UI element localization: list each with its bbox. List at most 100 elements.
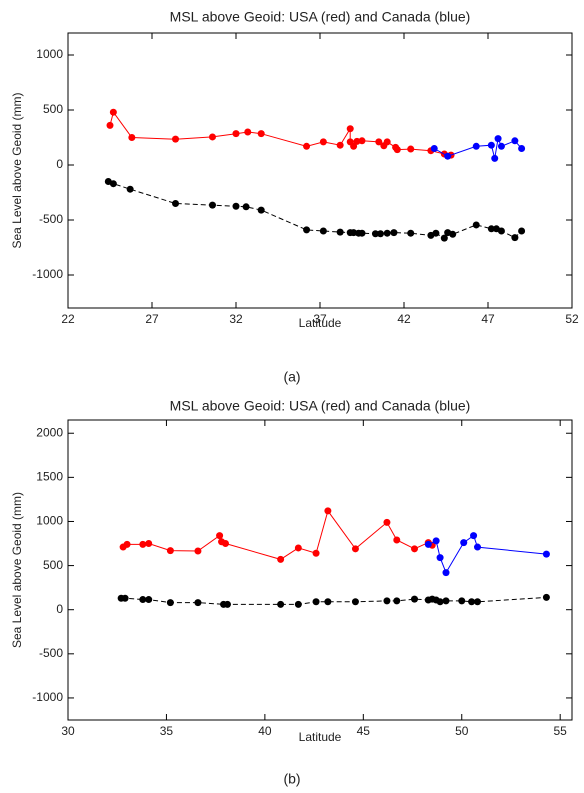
data-point (216, 532, 224, 540)
data-point (194, 599, 202, 607)
y-tick-label: 1000 (36, 47, 63, 61)
data-point (257, 206, 265, 214)
chart-title: MSL above Geoid: USA (red) and Canada (b… (170, 9, 471, 25)
y-tick-label: -500 (39, 646, 63, 660)
data-point (432, 229, 440, 237)
data-point (139, 540, 147, 548)
data-point (121, 594, 129, 602)
chart: MSL above Geoid: USA (red) and Canada (b… (10, 9, 579, 385)
data-point (472, 221, 480, 229)
data-point (166, 547, 174, 555)
data-point (145, 540, 153, 548)
data-point (128, 134, 136, 141)
data-point (430, 145, 438, 152)
plot-frame (67, 32, 573, 309)
data-point (324, 598, 332, 606)
data-point (487, 225, 495, 233)
series-line (108, 181, 522, 239)
data-point (424, 540, 432, 548)
y-tick-label: 2000 (36, 425, 63, 439)
data-point (208, 133, 216, 141)
series-line (428, 534, 547, 574)
data-point (449, 230, 457, 238)
series-line (121, 596, 547, 605)
data-point (303, 226, 311, 234)
data-point (436, 554, 444, 562)
data-point (358, 229, 366, 237)
data-point (468, 598, 476, 606)
data-point (491, 154, 499, 162)
x-tick-label: 35 (160, 724, 174, 738)
data-point (336, 141, 344, 149)
y-tick-label: -1000 (32, 690, 63, 704)
y-axis-label: Sea Level above Geoid (mm) (10, 492, 24, 648)
data-point (194, 547, 202, 555)
data-point (312, 549, 320, 557)
caption: (a) (283, 369, 300, 385)
data-point (375, 138, 383, 146)
data-point (511, 234, 519, 242)
data-point (139, 596, 147, 604)
data-point (351, 598, 359, 606)
data-point (303, 142, 311, 150)
x-tick-label: 37 (313, 312, 327, 326)
data-point (145, 596, 153, 604)
data-point (436, 598, 444, 606)
x-tick-label: 52 (565, 312, 579, 326)
x-tick-label: 55 (554, 724, 568, 738)
data-point (442, 597, 450, 605)
data-point (494, 135, 502, 143)
data-point (242, 203, 250, 211)
x-axis-label: Latitude (299, 316, 342, 330)
y-tick-label: 1500 (36, 470, 63, 484)
data-point (518, 145, 526, 152)
data-point (393, 146, 401, 154)
data-point (390, 229, 398, 237)
data-point (407, 145, 415, 153)
data-point (346, 125, 354, 133)
data-point (172, 200, 180, 207)
chart-title: MSL above Geoid: USA (red) and Canada (b… (170, 398, 471, 414)
x-tick-label: 50 (455, 724, 469, 738)
data-point (393, 536, 401, 544)
data-point (444, 152, 452, 160)
data-point (460, 539, 468, 547)
x-tick-label: 40 (258, 724, 272, 738)
data-point (442, 569, 450, 577)
data-point (497, 142, 505, 150)
data-point (222, 540, 229, 548)
y-tick-label: 0 (56, 602, 63, 616)
y-axis-label: Sea Level above Geoid (mm) (10, 92, 24, 248)
data-point (324, 507, 332, 515)
data-point (123, 540, 131, 548)
data-point (232, 202, 240, 210)
data-point (432, 537, 440, 545)
plot-frame (67, 419, 573, 721)
x-tick-label: 22 (61, 312, 75, 326)
y-tick-label: -500 (39, 212, 63, 226)
data-point (383, 138, 391, 146)
data-point (126, 185, 134, 193)
data-point (312, 598, 320, 606)
data-point (474, 543, 481, 551)
data-point (458, 597, 466, 605)
data-point (393, 597, 401, 605)
data-point (350, 142, 358, 150)
y-tick-label: -1000 (32, 267, 63, 281)
y-tick-label: 500 (43, 558, 63, 572)
data-point (470, 532, 478, 540)
data-point (277, 555, 285, 563)
y-tick-label: 0 (56, 157, 63, 171)
data-point (383, 229, 391, 237)
data-point (358, 137, 366, 145)
data-point (351, 545, 359, 553)
data-point (542, 550, 550, 558)
data-point (511, 137, 519, 145)
x-tick-label: 32 (229, 312, 243, 326)
data-point (106, 121, 114, 129)
data-point (319, 227, 327, 235)
data-point (407, 229, 415, 237)
data-point (319, 138, 327, 146)
data-point (376, 230, 384, 238)
